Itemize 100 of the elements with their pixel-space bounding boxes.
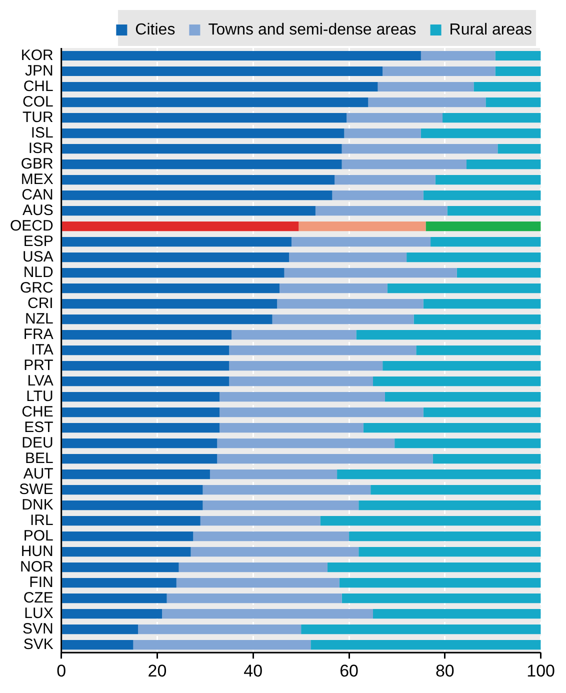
bar — [62, 624, 138, 634]
y-tick-label: BEL — [24, 450, 54, 467]
bar — [342, 159, 466, 170]
bar — [229, 345, 416, 356]
bar — [62, 594, 167, 604]
y-tick-label: CZE — [23, 589, 54, 606]
legend-label: Rural areas — [449, 21, 532, 38]
bar — [217, 438, 395, 448]
bar — [414, 314, 541, 324]
y-tick-label: LVA — [27, 372, 54, 390]
bar — [310, 640, 541, 650]
bar — [62, 423, 220, 433]
bar — [384, 392, 541, 402]
bar — [62, 128, 344, 138]
y-tick-label: NLD — [23, 264, 54, 281]
y-tick-label: ISL — [30, 124, 54, 142]
bar — [456, 268, 541, 278]
y-tick-label: ISR — [28, 140, 54, 157]
bar — [363, 423, 541, 433]
bar — [280, 283, 388, 294]
bar — [202, 485, 371, 495]
bar — [423, 298, 541, 309]
bar — [202, 500, 359, 510]
bar — [62, 190, 332, 200]
bar — [416, 345, 541, 356]
bar — [62, 298, 278, 309]
bar — [349, 532, 541, 542]
y-tick-label: CAN — [22, 186, 54, 204]
bar — [298, 221, 426, 232]
y-tick-label: POL — [23, 527, 54, 544]
bar — [423, 408, 541, 418]
y-tick-label: SWE — [19, 480, 54, 498]
bar — [337, 470, 541, 480]
bar — [62, 547, 191, 557]
bar — [423, 190, 541, 200]
bar — [62, 50, 421, 61]
y-tick-label: GBR — [20, 155, 54, 172]
y-tick-label: DEU — [22, 434, 54, 452]
bar — [210, 470, 338, 480]
bar — [62, 485, 203, 495]
bar — [62, 112, 347, 123]
bar — [62, 268, 284, 278]
bar — [138, 624, 302, 634]
legend-label: Cities — [135, 21, 176, 38]
bar — [62, 454, 218, 464]
bar — [62, 500, 203, 510]
bar — [62, 159, 342, 170]
bar — [358, 547, 541, 557]
bar — [232, 330, 356, 340]
y-tick-label: CRI — [27, 294, 54, 312]
bar — [426, 221, 541, 232]
bar — [229, 376, 373, 386]
y-tick-label: SVK — [23, 636, 54, 653]
y-tick-label: DNK — [22, 496, 54, 514]
bar — [342, 594, 541, 604]
y-tick-label: USA — [22, 248, 54, 266]
bar — [498, 144, 541, 154]
bar — [62, 640, 134, 650]
y-tick-label: LUX — [24, 604, 54, 622]
bar — [62, 174, 335, 185]
y-tick-label: NOR — [20, 558, 54, 576]
bar — [382, 360, 541, 371]
x-tick-label: 0 — [56, 661, 66, 680]
legend-label: Towns and semi-dense areas — [208, 21, 416, 38]
x-tick-label: 60 — [340, 661, 358, 680]
bar — [358, 500, 541, 510]
bar — [284, 268, 457, 278]
bar — [62, 97, 368, 108]
y-tick-label: COL — [22, 93, 54, 110]
bar — [166, 594, 342, 604]
bar — [289, 252, 407, 262]
bar — [495, 66, 541, 76]
bar — [474, 82, 541, 92]
bar — [62, 221, 299, 232]
bar — [387, 283, 541, 294]
bar — [62, 408, 220, 418]
bar — [435, 174, 541, 185]
y-tick-label: ESP — [23, 232, 54, 250]
bar — [200, 516, 320, 526]
bar — [495, 50, 541, 61]
x-tick-label: 20 — [148, 661, 167, 680]
bar — [291, 236, 431, 247]
bar — [277, 298, 424, 309]
bar — [62, 360, 230, 371]
bar — [301, 624, 541, 634]
bar — [430, 236, 541, 247]
x-tick-label: 80 — [435, 661, 454, 680]
x-tick-label: 40 — [244, 661, 263, 680]
bar — [373, 609, 541, 619]
bar — [62, 609, 162, 619]
y-tick-label: OECD — [10, 217, 54, 234]
bar — [315, 206, 448, 216]
y-tick-label: EST — [24, 418, 54, 436]
bar — [334, 174, 436, 185]
y-tick-label: HUN — [20, 542, 54, 560]
bar — [62, 376, 230, 386]
bar — [62, 438, 218, 448]
bar — [62, 314, 272, 324]
bar — [62, 330, 232, 340]
bar — [486, 97, 541, 108]
